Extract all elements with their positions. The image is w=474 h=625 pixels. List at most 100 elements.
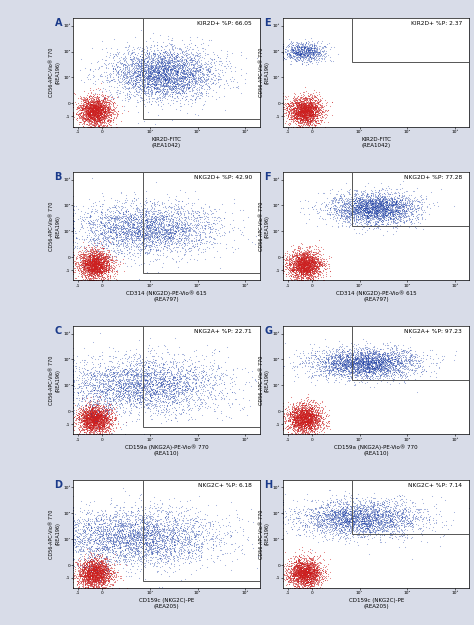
- Point: [77, 266, 85, 276]
- Point: [87, 409, 94, 419]
- Point: [141, 231, 148, 241]
- Point: [122, 549, 129, 559]
- Point: [82, 559, 90, 569]
- Point: [106, 99, 113, 109]
- Point: [91, 412, 98, 422]
- Point: [351, 205, 359, 215]
- Point: [291, 407, 298, 417]
- Point: [88, 565, 96, 575]
- Point: [177, 525, 185, 535]
- Point: [90, 496, 98, 506]
- Point: [210, 404, 218, 414]
- Point: [283, 102, 291, 112]
- Point: [161, 239, 169, 249]
- Point: [131, 370, 139, 380]
- Point: [362, 203, 369, 213]
- Point: [138, 217, 146, 227]
- Point: [184, 505, 192, 515]
- Point: [371, 348, 379, 358]
- Point: [135, 527, 142, 537]
- Point: [144, 81, 152, 91]
- Point: [95, 564, 102, 574]
- Point: [97, 567, 104, 577]
- Point: [91, 269, 98, 279]
- Point: [296, 261, 303, 271]
- Point: [86, 113, 93, 123]
- Point: [146, 229, 154, 239]
- Point: [158, 58, 165, 68]
- Point: [389, 376, 397, 386]
- Point: [367, 196, 375, 206]
- Point: [358, 198, 365, 208]
- Point: [98, 415, 106, 425]
- Point: [144, 63, 151, 73]
- Point: [105, 253, 112, 263]
- Point: [104, 520, 111, 530]
- Point: [122, 549, 129, 559]
- Point: [380, 211, 388, 221]
- Point: [85, 538, 92, 548]
- Point: [175, 73, 183, 83]
- Point: [141, 514, 148, 524]
- Point: [253, 376, 260, 386]
- Point: [374, 208, 381, 218]
- Point: [144, 73, 152, 83]
- Point: [299, 412, 306, 422]
- Point: [176, 374, 183, 384]
- Point: [137, 66, 145, 76]
- Point: [373, 198, 381, 208]
- Point: [366, 498, 374, 508]
- Point: [282, 423, 289, 433]
- Point: [95, 416, 103, 426]
- Point: [312, 579, 320, 589]
- Point: [214, 213, 222, 222]
- Point: [319, 516, 327, 526]
- Point: [342, 532, 349, 542]
- Point: [300, 113, 307, 123]
- Point: [395, 523, 403, 533]
- Point: [299, 410, 306, 420]
- Point: [330, 523, 338, 533]
- Point: [297, 101, 305, 111]
- Point: [70, 429, 77, 439]
- Point: [130, 379, 138, 389]
- Point: [313, 572, 320, 582]
- Point: [188, 241, 196, 251]
- Point: [321, 41, 328, 51]
- Point: [89, 245, 96, 255]
- Point: [284, 44, 292, 54]
- Point: [348, 345, 356, 355]
- Point: [292, 262, 299, 272]
- Point: [177, 234, 184, 244]
- Point: [301, 583, 309, 593]
- Point: [310, 48, 317, 58]
- Point: [94, 102, 102, 112]
- Point: [284, 119, 292, 129]
- Point: [301, 42, 309, 52]
- Point: [304, 101, 312, 111]
- Point: [89, 265, 97, 275]
- Text: E: E: [264, 18, 271, 28]
- Point: [100, 253, 107, 263]
- Point: [144, 81, 151, 91]
- Point: [306, 46, 313, 56]
- Point: [396, 369, 404, 379]
- Point: [176, 81, 184, 91]
- Point: [390, 367, 398, 377]
- Point: [303, 261, 310, 271]
- Point: [80, 268, 87, 278]
- Point: [390, 354, 398, 364]
- Point: [96, 264, 103, 274]
- Point: [301, 255, 308, 265]
- Point: [297, 422, 304, 432]
- Point: [365, 359, 372, 369]
- Point: [113, 386, 121, 396]
- Point: [388, 510, 396, 520]
- Point: [162, 384, 169, 394]
- Point: [152, 516, 159, 526]
- Point: [143, 530, 151, 540]
- Point: [108, 202, 115, 212]
- Point: [194, 239, 201, 249]
- Point: [299, 558, 306, 568]
- Point: [84, 418, 91, 428]
